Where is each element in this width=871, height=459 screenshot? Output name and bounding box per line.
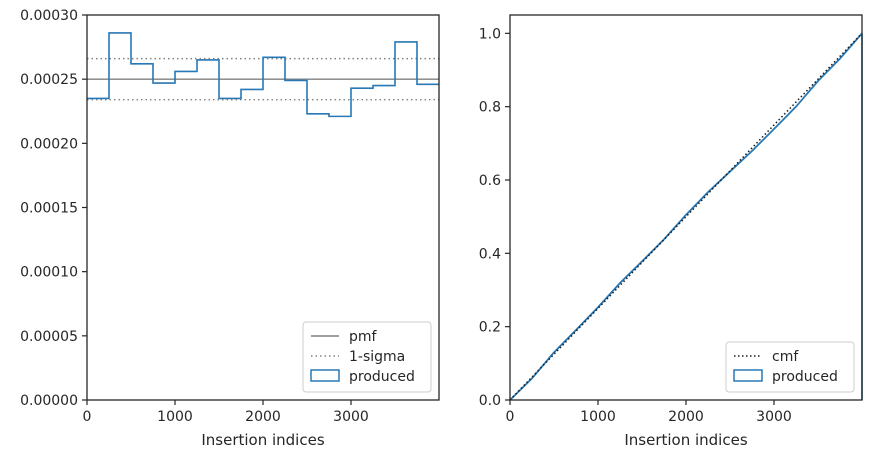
x-tick-label: 0 — [83, 409, 92, 425]
y-tick-label: 1.0 — [479, 26, 501, 42]
x-axis-label: Insertion indices — [624, 431, 747, 449]
legend-frame — [302, 321, 432, 393]
y-tick-label: 0.2 — [479, 320, 501, 336]
x-tick-label: 3000 — [333, 409, 369, 425]
y-tick-label: 0.6 — [479, 173, 501, 189]
legend-frame — [725, 341, 855, 393]
produced-step-histogram — [87, 32, 439, 118]
y-tick-label: 0.00005 — [20, 329, 78, 345]
y-tick-label: 0.8 — [479, 100, 501, 116]
y-tick-label: 0.00010 — [20, 265, 78, 281]
legend: pmf 1-sigma produced — [302, 321, 432, 393]
y-tick-label: 0.00025 — [20, 72, 78, 88]
y-tick-label: 0.00020 — [20, 136, 78, 152]
pmf-legend-label: pmf — [349, 329, 378, 345]
cmf-panel: 0 1000 2000 3000 0.0 0.2 0.4 0.6 0.8 1.0 Insertion… — [479, 14, 863, 449]
pmf-histogram-panel: 0 1000 2000 3000 0.00000 0.00005 0.00010 0.0001… — [20, 8, 440, 449]
y-tick-label: 0.00000 — [20, 393, 78, 409]
x-tick-label: 2000 — [245, 409, 281, 425]
y-tick-label: 0.4 — [479, 246, 501, 262]
legend: cmf produced — [725, 341, 855, 393]
x-tick-label: 3000 — [756, 409, 792, 425]
y-tick-label: 0.00015 — [20, 201, 78, 217]
x-tick-label: 1000 — [157, 409, 193, 425]
y-tick-label: 0.0 — [479, 393, 501, 409]
x-tick-label: 1000 — [580, 409, 616, 425]
x-axis-label: Insertion indices — [201, 431, 324, 449]
sigma-legend-label: 1-sigma — [349, 349, 405, 365]
produced-cumulative-line — [509, 32, 863, 401]
x-tick-label: 0 — [506, 409, 515, 425]
produced-legend-label: produced — [772, 369, 838, 385]
produced-legend-handle — [733, 369, 763, 382]
cmf-line — [509, 32, 863, 401]
y-tick-label: 0.00030 — [20, 8, 78, 24]
cmf-legend-label: cmf — [772, 349, 799, 365]
x-tick-label: 2000 — [668, 409, 704, 425]
produced-legend-handle — [310, 369, 340, 382]
produced-legend-label: produced — [349, 369, 415, 385]
